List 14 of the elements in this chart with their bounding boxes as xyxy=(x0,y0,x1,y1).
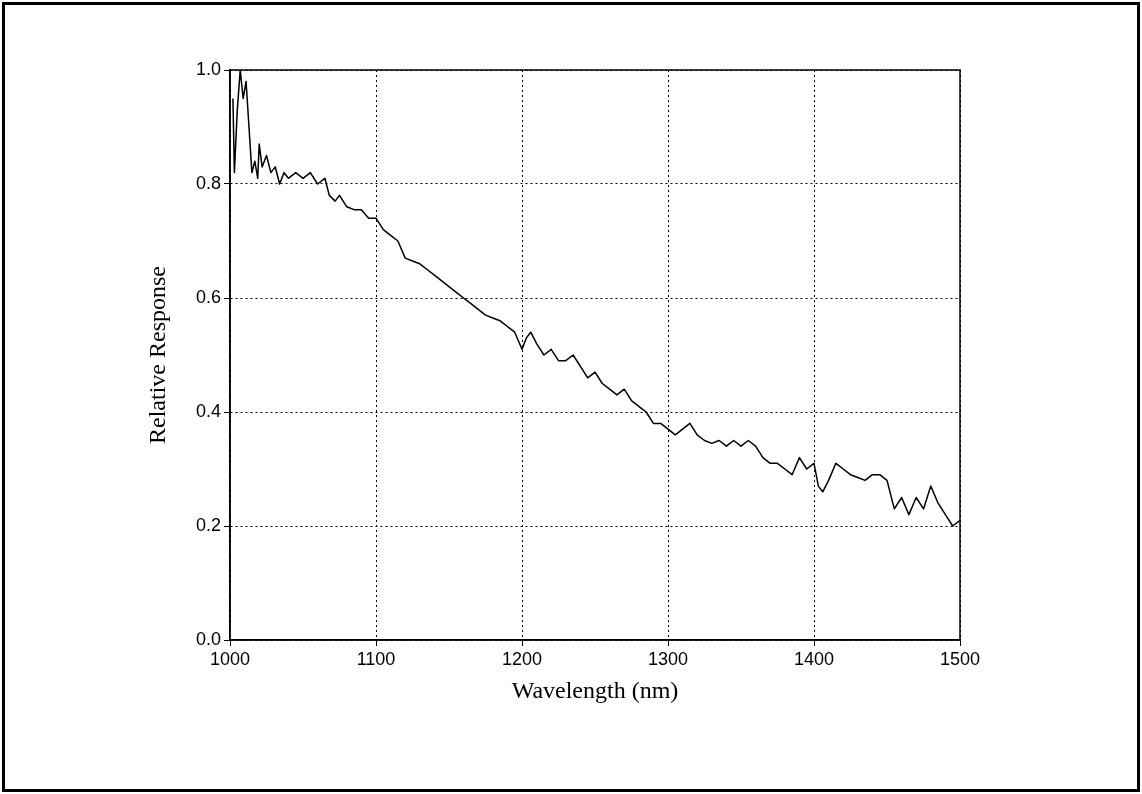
x-tick-label: 1000 xyxy=(209,648,251,669)
y-tick-label: 0.4 xyxy=(195,400,221,421)
y-tick-label: 0.2 xyxy=(195,514,221,535)
x-tick-label: 1200 xyxy=(501,648,543,669)
y-tick-label: 1.0 xyxy=(195,58,221,79)
x-tick-label: 1500 xyxy=(939,648,981,669)
x-tick-label: 1100 xyxy=(356,648,396,669)
y-tick-label: 0.6 xyxy=(195,286,221,307)
y-axis-title: Relative Response xyxy=(143,266,170,444)
x-tick-label: 1300 xyxy=(647,648,689,669)
y-tick-label: 0.0 xyxy=(195,628,221,649)
x-axis-title: Wavelength (nm) xyxy=(511,676,679,703)
x-tick-label: 1400 xyxy=(793,648,835,669)
y-tick-label: 0.8 xyxy=(195,172,221,193)
